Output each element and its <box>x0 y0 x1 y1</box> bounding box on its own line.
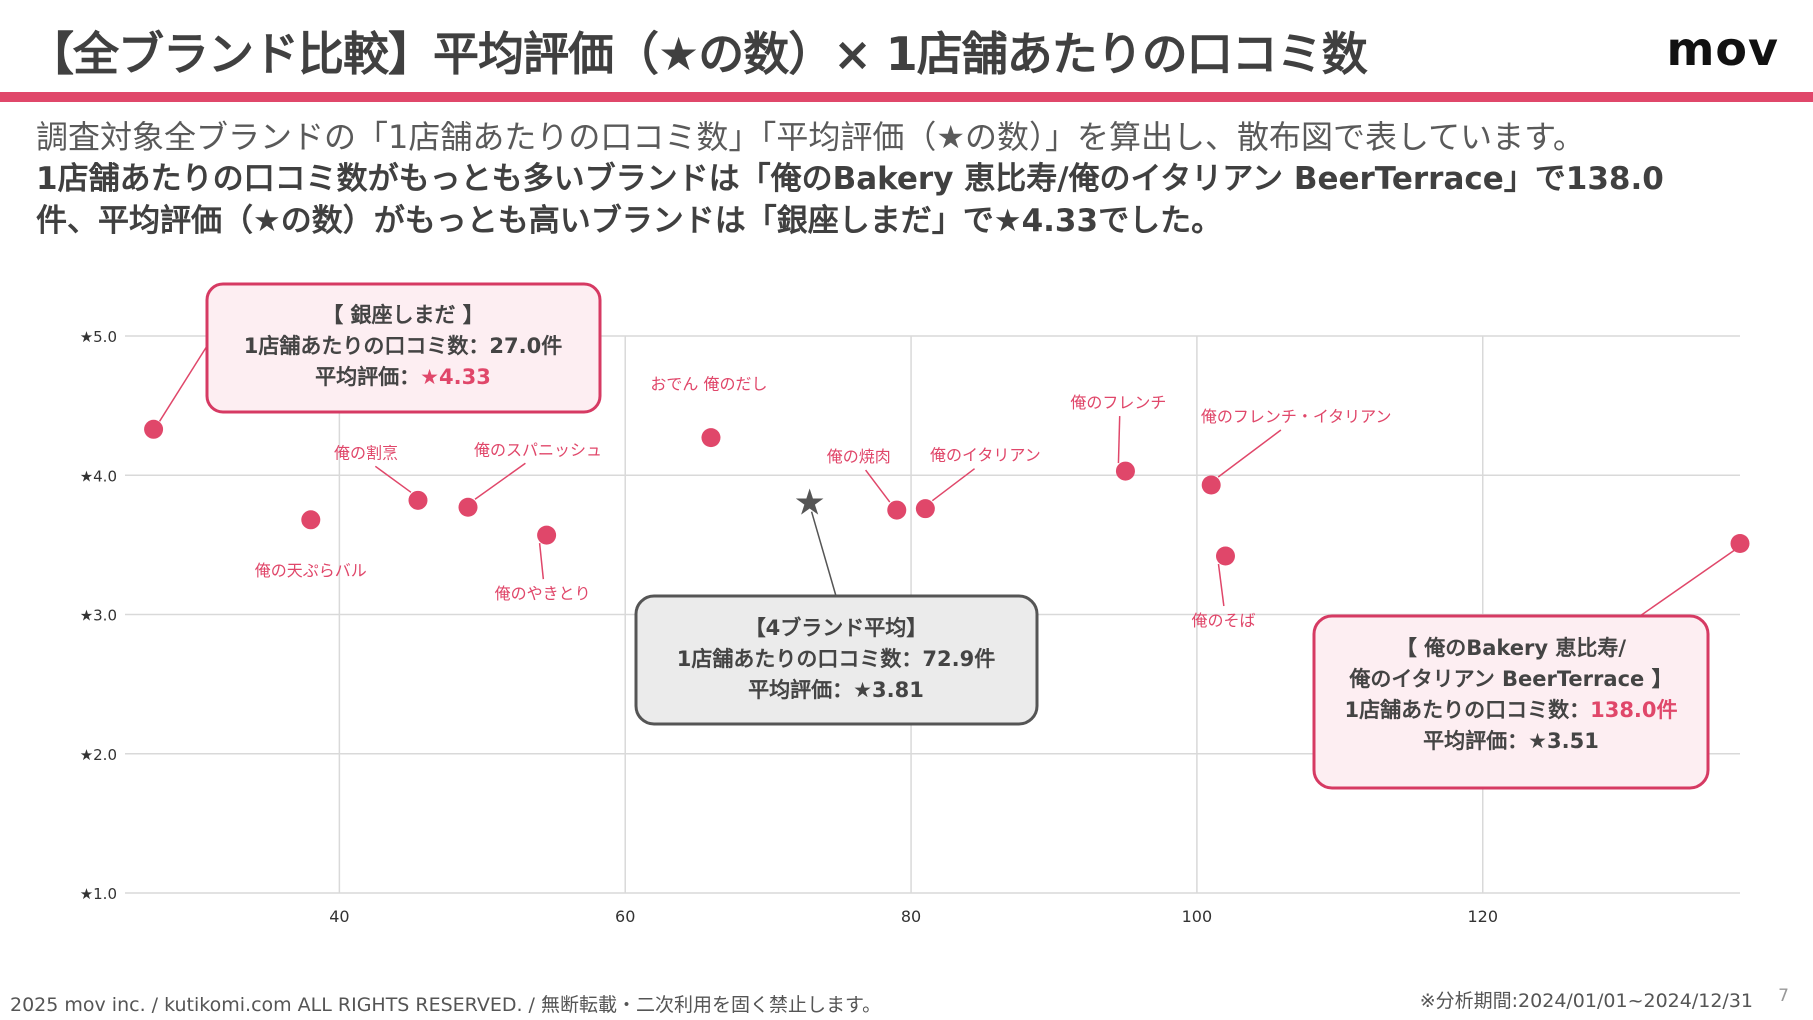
callout-bakery: 【 俺のBakery 恵比寿/ 俺のイタリアン BeerTerrace 】 1店… <box>1312 614 1710 790</box>
data-point <box>301 510 321 530</box>
scatter-chart: ★1.0 ★2.0 ★3.0 ★4.0 ★5.0 40 60 80 100 120 ★ 俺の天ぷら… <box>80 282 1750 926</box>
data-point <box>915 499 935 519</box>
callout-average-reviews: 1店舗あたりの口コミ数：72.9件 <box>677 647 995 671</box>
data-point <box>1215 546 1235 566</box>
callout-bakery-reviews-value: 138.0件 <box>1590 698 1677 722</box>
callout-average: 【4ブランド平均】 1店舗あたりの口コミ数：72.9件 平均評価：★3.81 <box>634 594 1039 726</box>
y-tick-label: ★1.0 <box>80 885 117 903</box>
callout-average-leader <box>810 511 837 597</box>
callout-ginza-rating-value: ★4.33 <box>420 365 491 389</box>
label-leader-line <box>1217 429 1282 478</box>
label-leader-line <box>931 468 976 502</box>
footer-copyright: 2025 mov inc. / kutikomi.com ALL RIGHTS … <box>10 994 882 1016</box>
data-point <box>887 500 907 520</box>
callout-ginza-leader <box>158 345 208 422</box>
callout-average-title: 【4ブランド平均】 <box>745 616 928 640</box>
callout-bakery-reviews: 1店舗あたりの口コミ数：138.0件 <box>1344 698 1677 722</box>
page-title: 【全ブランド比較】平均評価（★の数）× 1店舗あたりの口コミ数 <box>28 27 1368 81</box>
data-point <box>1730 533 1750 553</box>
lead-line-3: 件、平均評価（★の数）がもっとも高いブランドは「銀座しまだ」で★4.33でした。 <box>36 203 1223 239</box>
point-label: 俺の焼肉 <box>827 447 891 466</box>
callout-bakery-title-1: 【 俺のBakery 恵比寿/ <box>1396 636 1626 660</box>
lead-line-1: 調査対象全ブランドの「1店舗あたりの口コミ数」「平均評価（★の数）」を算出し、散… <box>36 118 1585 156</box>
data-point <box>701 428 721 448</box>
y-tick-label: ★3.0 <box>80 607 117 625</box>
title-divider <box>0 92 1813 102</box>
callout-bakery-title-2: 俺のイタリアン BeerTerrace 】 <box>1348 667 1672 691</box>
data-point <box>408 490 428 510</box>
page-number: 7 <box>1778 986 1789 1006</box>
y-tick-label: ★4.0 <box>80 467 117 485</box>
y-tick-label: ★2.0 <box>80 746 117 764</box>
x-tick-label: 60 <box>615 907 635 926</box>
data-point <box>144 419 164 439</box>
point-label: 俺の天ぷらバル <box>255 561 367 580</box>
label-leader-line <box>1117 416 1121 464</box>
x-tick-label: 80 <box>901 907 921 926</box>
point-label: 俺のフレンチ・イタリアン <box>1201 407 1392 426</box>
data-point <box>1201 475 1221 495</box>
point-label: 俺のやきとり <box>495 584 591 603</box>
point-label: 俺のスパニッシュ <box>474 440 602 459</box>
x-tick-label: 40 <box>329 907 349 926</box>
label-leader-line <box>374 465 412 493</box>
x-tick-label: 120 <box>1467 907 1498 926</box>
lead-line-2: 1店舗あたりの口コミ数がもっとも多いブランドは「俺のBakery 恵比寿/俺のイ… <box>36 161 1664 197</box>
data-point <box>458 497 478 517</box>
average-star-icon: ★ <box>793 483 825 524</box>
point-label: 俺のイタリアン <box>930 446 1041 465</box>
point-label: 俺の割烹 <box>334 443 398 462</box>
callout-ginza-reviews: 1店舗あたりの口コミ数：27.0件 <box>244 334 562 358</box>
x-tick-label: 100 <box>1182 907 1213 926</box>
callout-ginza-title: 【 銀座しまだ 】 <box>322 303 484 327</box>
callout-ginza-shimada: 【 銀座しまだ 】 1店舗あたりの口コミ数：27.0件 平均評価：★4.33 <box>205 282 602 414</box>
point-label: 俺のそば <box>1191 611 1255 630</box>
analysis-period: ※分析期間:2024/01/01~2024/12/31 <box>1419 990 1753 1012</box>
callout-bakery-reviews-prefix: 1店舗あたりの口コミ数： <box>1344 698 1590 722</box>
lead-text: 調査対象全ブランドの「1店舗あたりの口コミ数」「平均評価（★の数）」を算出し、散… <box>36 116 1796 242</box>
callout-ginza-rating-prefix: 平均評価： <box>315 365 420 389</box>
label-leader-line <box>865 469 891 503</box>
point-label: おでん 俺のだし <box>650 375 767 394</box>
label-leader-line <box>1217 563 1225 607</box>
callout-bakery-leader <box>1639 549 1735 617</box>
y-tick-label: ★5.0 <box>80 328 117 346</box>
data-point <box>537 525 557 545</box>
data-point <box>1115 461 1135 481</box>
point-label: 俺のフレンチ <box>1070 393 1166 412</box>
label-leader-line <box>474 462 526 500</box>
callout-ginza-rating: 平均評価：★4.33 <box>315 365 491 389</box>
callout-bakery-rating: 平均評価：★3.51 <box>1423 729 1599 753</box>
mov-logo: mov <box>1666 22 1779 76</box>
callout-average-rating: 平均評価：★3.81 <box>748 678 924 702</box>
label-leader-line <box>538 543 545 580</box>
